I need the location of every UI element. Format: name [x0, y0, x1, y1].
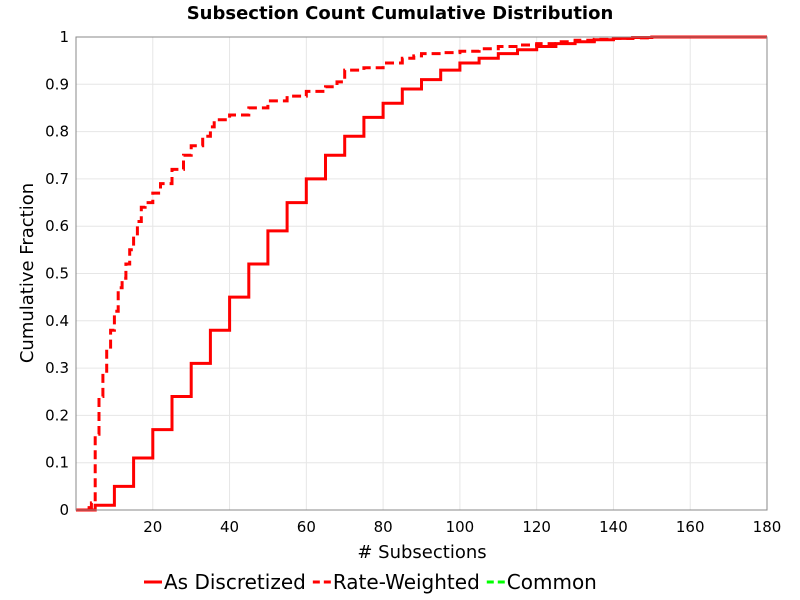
- x-tick-label: 80: [374, 518, 393, 536]
- x-tick-label: 160: [676, 518, 705, 536]
- x-tick-label: 60: [297, 518, 316, 536]
- tick-labels: 20 40 60 80 100 120 140 160 180 0 0.1 0.2 0.3 0.4 0.5 0…: [45, 28, 781, 536]
- y-tick-label: 1: [59, 28, 69, 46]
- y-tick-label: 0: [59, 501, 69, 519]
- chart-title: Subsection Count Cumulative Distribution: [187, 3, 614, 24]
- y-tick-label: 0.9: [45, 75, 69, 93]
- y-tick-label: 0.4: [45, 312, 69, 330]
- series-line-1: [76, 35, 767, 512]
- x-tick-label: 20: [143, 518, 162, 536]
- y-tick-label: 0.7: [45, 170, 69, 188]
- y-tick-label: 0.2: [45, 406, 69, 424]
- y-tick-label: 0.1: [45, 454, 69, 472]
- x-axis-label: # Subsections: [357, 542, 486, 563]
- x-tick-label: 140: [599, 518, 628, 536]
- series-lines: [76, 35, 767, 512]
- plot-area-frame: [75, 36, 768, 511]
- legend-label-1: Rate-Weighted: [333, 570, 480, 594]
- x-tick-label: 100: [446, 518, 475, 536]
- legend: As Discretized Rate-Weighted Common: [144, 570, 597, 594]
- y-tick-label: 0.6: [45, 217, 69, 235]
- y-tick-label: 0.3: [45, 359, 69, 377]
- legend-label-2: Common: [507, 570, 597, 594]
- series-line-0: [76, 35, 767, 512]
- legend-label-0: As Discretized: [164, 570, 306, 594]
- y-tick-label: 0.5: [45, 265, 69, 283]
- x-tick-label: 180: [753, 518, 782, 536]
- x-tick-label: 120: [522, 518, 551, 536]
- y-tick-label: 0.8: [45, 123, 69, 141]
- y-axis-label: Cumulative Fraction: [17, 183, 38, 363]
- x-tick-label: 40: [220, 518, 239, 536]
